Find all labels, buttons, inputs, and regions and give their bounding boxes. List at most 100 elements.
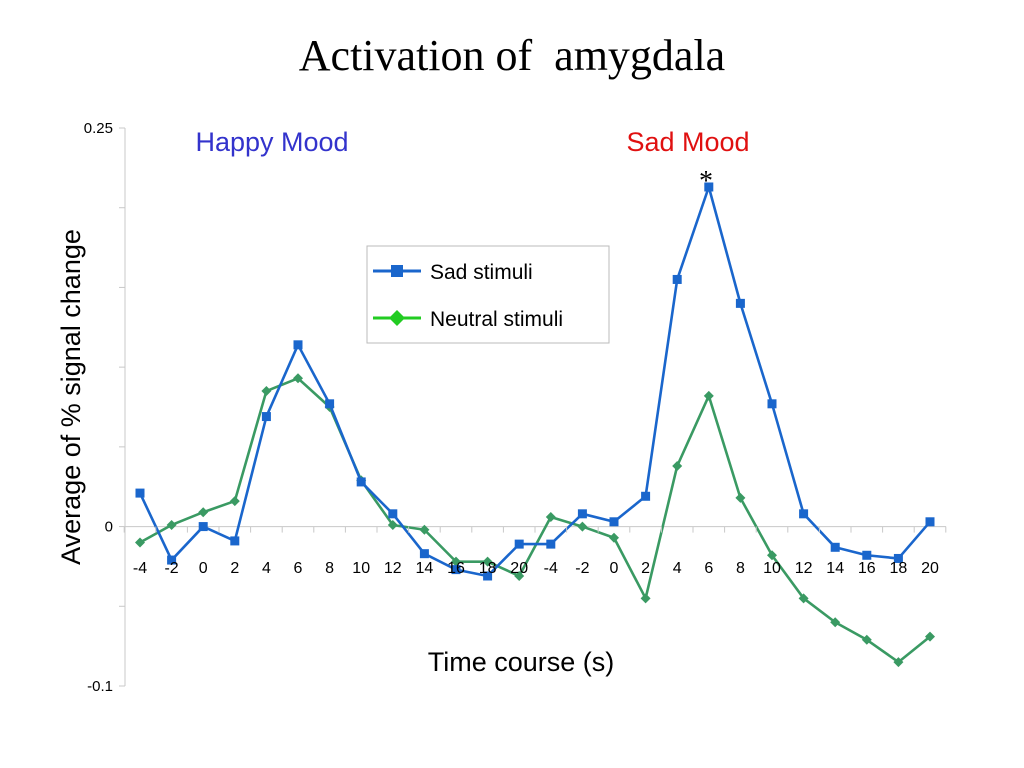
data-point [767, 550, 777, 561]
x-tick-label: 8 [736, 560, 745, 577]
x-tick-label: 10 [352, 560, 370, 577]
group-label-happy-mood: Happy Mood [195, 127, 348, 157]
legend-marker-diamond [389, 310, 405, 326]
x-tick-label: 12 [795, 560, 813, 577]
data-point [198, 522, 208, 532]
data-point [135, 488, 145, 498]
data-point [451, 565, 461, 575]
series-sad-stimuli [135, 182, 935, 581]
data-point [387, 519, 398, 530]
x-axis-ticks: -4 -2 0 2 4 6 8 10 12 14 16 18 20 -4 -2 0 2 4 6 8 10 12 14 16 18… [123, 526, 947, 577]
data-point [166, 519, 177, 530]
x-tick-label: 0 [199, 560, 208, 577]
data-point [356, 477, 366, 487]
x-tick-label: 14 [416, 560, 434, 577]
data-point [419, 549, 429, 559]
data-point [799, 509, 809, 519]
data-point [609, 517, 619, 527]
group-label-sad-mood: Sad Mood [626, 127, 749, 157]
x-tick-label: -2 [575, 560, 589, 577]
data-point [514, 539, 524, 549]
x-tick-label: -2 [164, 560, 178, 577]
data-point [451, 556, 461, 567]
data-point [703, 390, 714, 401]
data-point [325, 399, 335, 409]
legend-label-neutral-stimuli: Neutral stimuli [430, 308, 563, 331]
significance-annotation: * [699, 166, 713, 197]
data-point [641, 491, 651, 501]
data-point [704, 182, 714, 192]
legend-box [366, 245, 610, 344]
data-point [514, 570, 525, 581]
chart-axes: 0.25 0 -0.1 [84, 120, 946, 695]
data-point [261, 386, 272, 397]
x-tick-label: 4 [673, 560, 682, 577]
x-tick-label: 18 [479, 560, 497, 577]
data-point [198, 507, 209, 518]
data-point [419, 524, 430, 535]
x-tick-label: 16 [447, 560, 465, 577]
y-tick-label: -0.1 [87, 678, 113, 695]
x-tick-label: 12 [384, 560, 402, 577]
x-tick-label: 10 [763, 560, 781, 577]
data-point [577, 509, 587, 519]
chart-legend: Sad stimuli Neutral stimuli [366, 245, 610, 344]
data-point [482, 556, 493, 567]
data-point [830, 542, 840, 552]
x-tick-label: 18 [890, 560, 908, 577]
data-point [609, 532, 619, 543]
legend-item-neutral-stimuli: Neutral stimuli [373, 308, 563, 331]
y-tick-label: 0.25 [84, 120, 113, 137]
series-neutral-stimuli [135, 373, 935, 668]
legend-marker-square [391, 265, 403, 277]
legend-label-sad-stimuli: Sad stimuli [430, 261, 533, 284]
data-point [767, 399, 777, 409]
data-point [135, 537, 145, 548]
chart-series [135, 182, 935, 668]
x-tick-label: -4 [133, 560, 147, 577]
data-point [293, 373, 303, 384]
x-tick-label: 20 [921, 560, 939, 577]
y-axis-title: Average of % signal change [56, 229, 86, 565]
data-point [893, 657, 904, 668]
x-tick-label: 2 [230, 560, 239, 577]
data-point [735, 492, 746, 503]
x-tick-label: 6 [704, 560, 713, 577]
x-tick-label: -4 [544, 560, 558, 577]
data-point [229, 496, 240, 507]
x-tick-label: 8 [325, 560, 334, 577]
data-point [388, 509, 398, 519]
data-point [798, 593, 809, 604]
data-point [261, 412, 271, 422]
legend-item-sad-stimuli: Sad stimuli [373, 261, 533, 284]
x-tick-label: 4 [262, 560, 271, 577]
data-point [893, 553, 903, 563]
data-point [577, 521, 588, 532]
data-point [830, 617, 841, 628]
x-tick-label: 6 [294, 560, 303, 577]
x-tick-label: 14 [826, 560, 844, 577]
data-point [545, 512, 556, 523]
x-tick-label: 16 [858, 560, 876, 577]
data-point [735, 298, 745, 308]
data-point [230, 536, 240, 546]
data-point [483, 571, 493, 581]
data-point [640, 593, 651, 604]
x-tick-label: 2 [641, 560, 650, 577]
data-point [167, 555, 177, 565]
data-point [925, 631, 935, 642]
data-point [672, 460, 683, 471]
data-point [293, 340, 303, 350]
data-point [862, 550, 872, 560]
x-tick-label: 0 [610, 560, 619, 577]
y-tick-label: 0 [105, 519, 113, 536]
data-point [546, 539, 556, 549]
data-point [672, 274, 682, 284]
slide-title: Activation of amygdala [298, 31, 726, 80]
series-line [139, 377, 931, 664]
data-point [925, 517, 935, 527]
series-line [138, 185, 931, 578]
x-tick-label: 20 [510, 560, 528, 577]
data-point [861, 634, 872, 645]
